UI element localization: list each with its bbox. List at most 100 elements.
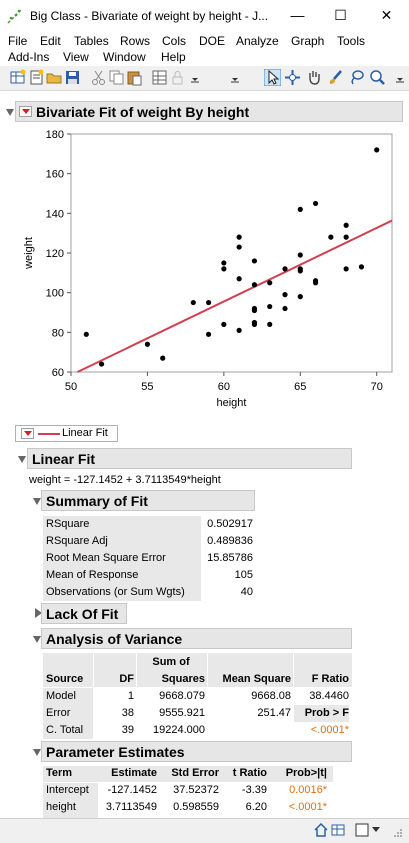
hand-tool-icon[interactable] <box>306 69 323 86</box>
anova-ms: 9668.08 <box>251 690 291 702</box>
menu-view[interactable]: View <box>63 50 89 64</box>
crosshair-tool-icon[interactable] <box>284 69 301 86</box>
menu-help[interactable]: Help <box>161 50 186 64</box>
report-content: Bivariate Fit of weight By height 50 55 60… <box>0 92 409 818</box>
menu-rows[interactable]: Rows <box>120 34 151 48</box>
data-point <box>267 280 273 286</box>
cut-icon[interactable] <box>90 69 107 86</box>
y-axis-label: weight <box>23 237 35 270</box>
new-script-icon[interactable] <box>28 69 45 86</box>
bivariate-title: Bivariate Fit of weight By height <box>36 104 250 120</box>
open-icon[interactable] <box>46 69 63 86</box>
y-tick-label: 80 <box>52 327 64 339</box>
params-col-estimate: Estimate <box>111 767 157 779</box>
menu-cols[interactable]: Cols <box>162 34 187 48</box>
params-table: Term Estimate Std Error t Ratio Prob>|t|… <box>43 766 333 818</box>
data-point <box>297 294 303 300</box>
disclosure-lack-of-fit-icon[interactable] <box>35 608 42 618</box>
copy-icon[interactable] <box>108 69 125 86</box>
toolbar-overflow-icon-3[interactable] <box>395 69 405 86</box>
brush-tool-icon[interactable] <box>327 69 344 86</box>
summary-label: RSquare <box>43 516 201 533</box>
data-grid-icon[interactable] <box>151 69 168 86</box>
params-tratio: -3.39 <box>241 784 267 796</box>
anova-source: Model <box>46 690 76 702</box>
data-point <box>83 331 89 337</box>
params-estimate: 3.7113549 <box>105 801 157 813</box>
lasso-tool-icon[interactable] <box>348 69 365 86</box>
scatter-plot: 50 55 60 65 70 60 80 100 120 140 160 180 height weigh… <box>23 129 393 409</box>
x-tick-label: 55 <box>141 381 153 393</box>
params-col-prob: Prob>|t| <box>285 767 327 779</box>
menu-graph[interactable]: Graph <box>291 34 325 48</box>
toolbar <box>0 66 409 91</box>
menu-file[interactable]: File <box>8 34 28 48</box>
summary-value: 15.85786 <box>207 552 253 564</box>
resize-grip-icon[interactable] <box>393 828 403 838</box>
params-title: Parameter Estimates <box>46 744 185 760</box>
red-triangle-menu-icon[interactable] <box>19 106 32 117</box>
lock-icon[interactable] <box>169 69 186 86</box>
disclosure-bivariate-icon[interactable] <box>6 109 14 116</box>
window-list-icon[interactable] <box>355 823 369 837</box>
lack-of-fit-header[interactable]: Lack Of Fit <box>41 603 127 624</box>
data-point <box>251 319 258 326</box>
summary-label: RSquare Adj <box>43 533 201 550</box>
new-table-icon[interactable] <box>9 69 26 86</box>
anova-prob-value: <.0001* <box>310 724 349 736</box>
data-point <box>236 276 242 282</box>
data-table-icon[interactable] <box>331 823 345 837</box>
menu-analyze[interactable]: Analyze <box>236 34 279 48</box>
paste-icon[interactable] <box>126 69 143 86</box>
data-point <box>236 244 242 250</box>
summary-table: RSquare 0.502917 RSquare Adj 0.489836 Ro… <box>43 516 255 602</box>
menu-tables[interactable]: Tables <box>74 34 109 48</box>
disclosure-linear-fit-icon[interactable] <box>18 456 26 463</box>
data-point <box>328 234 334 240</box>
data-point <box>282 266 288 272</box>
anova-ss: 9555.921 <box>159 707 205 719</box>
disclosure-anova-icon[interactable] <box>33 636 41 643</box>
toolbar-overflow-icon-2[interactable] <box>230 69 240 86</box>
save-icon[interactable] <box>64 69 81 86</box>
summary-header: Summary of Fit <box>41 490 255 511</box>
home-icon[interactable] <box>314 823 328 837</box>
window-title: Big Class - Bivariate of weight by heigh… <box>30 9 269 23</box>
data-point <box>205 331 212 337</box>
y-tick-label: 180 <box>46 129 64 141</box>
params-header: Parameter Estimates <box>41 741 352 762</box>
data-point <box>221 260 227 266</box>
params-stderr: 0.598559 <box>173 801 219 813</box>
params-term: height <box>46 801 76 813</box>
y-tick-label: 120 <box>46 248 64 260</box>
legend-box[interactable]: Linear Fit <box>15 425 118 442</box>
menu-add-ins[interactable]: Add-Ins <box>8 50 50 64</box>
data-point <box>297 268 303 274</box>
anova-header: Analysis of Variance <box>41 628 352 649</box>
anova-col-f: F Ratio <box>311 673 349 685</box>
zoom-tool-icon[interactable] <box>369 69 386 86</box>
x-tick-label: 60 <box>218 381 230 393</box>
minimize-button[interactable]: — <box>290 7 305 23</box>
window-list-dropdown-icon[interactable] <box>372 827 380 833</box>
linear-fit-menu-icon[interactable] <box>21 428 34 439</box>
anova-col-ss-top: Sum of <box>152 656 190 668</box>
anova-source: Error <box>46 707 71 719</box>
data-point <box>221 321 227 327</box>
jmp-app-icon <box>7 8 23 24</box>
disclosure-summary-icon[interactable] <box>33 498 41 505</box>
lack-of-fit-title: Lack Of Fit <box>46 606 119 622</box>
close-button[interactable]: ✕ <box>380 7 393 23</box>
linear-fit-title: Linear Fit <box>32 451 96 467</box>
menu-tools[interactable]: Tools <box>337 34 366 48</box>
menu-edit[interactable]: Edit <box>40 34 61 48</box>
arrow-tool-icon[interactable] <box>264 69 281 86</box>
toolbar-overflow-icon[interactable] <box>190 69 200 86</box>
disclosure-params-icon[interactable] <box>33 749 41 756</box>
anova-df: 1 <box>127 690 134 702</box>
maximize-button[interactable]: ☐ <box>334 7 347 23</box>
anova-df: 38 <box>121 707 134 719</box>
anova-ss: 19224.000 <box>153 724 205 736</box>
menu-window[interactable]: Window <box>103 50 146 64</box>
menu-doe[interactable]: DOE <box>199 34 226 48</box>
